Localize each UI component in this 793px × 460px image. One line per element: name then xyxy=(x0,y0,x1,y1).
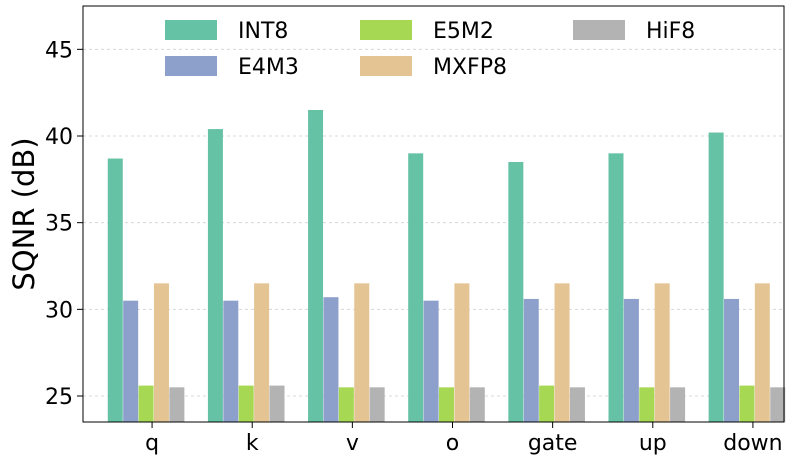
bar-mxfp8-k xyxy=(254,283,270,422)
bar-int8-q xyxy=(107,158,123,423)
y-tick-label: 25 xyxy=(45,385,73,410)
bar-e5m2-v xyxy=(338,387,354,422)
x-tick-label-q: q xyxy=(145,431,159,456)
x-axis-ticks: q k v o gate up down xyxy=(145,422,783,456)
legend-label-e5m2: E5M2 xyxy=(433,19,494,44)
bar-e4m3-gate xyxy=(523,298,539,422)
bar-mxfp8-q xyxy=(153,283,169,422)
legend-label-hif8: HiF8 xyxy=(646,19,695,44)
bar-hif8-down xyxy=(770,387,786,422)
bar-mxfp8-v xyxy=(354,283,370,422)
bar-hif8-gate xyxy=(569,387,585,422)
bar-int8-gate xyxy=(508,162,524,422)
bar-int8-v xyxy=(308,110,324,422)
bar-int8-o xyxy=(408,153,424,423)
plot-frame xyxy=(82,5,785,423)
legend-label-mxfp8: MXFP8 xyxy=(433,55,507,80)
bar-hif8-o xyxy=(469,387,485,422)
bar-e4m3-up xyxy=(623,298,639,422)
x-tick-label-k: k xyxy=(246,431,259,456)
bars xyxy=(107,110,786,423)
y-axis-ticks: 25 30 35 40 45 xyxy=(45,38,83,410)
bar-int8-k xyxy=(207,129,223,423)
legend-label-e4m3: E4M3 xyxy=(238,55,299,80)
bar-e5m2-q xyxy=(138,385,154,422)
bar-e4m3-v xyxy=(323,297,339,422)
bar-e4m3-q xyxy=(123,300,139,422)
bar-e5m2-gate xyxy=(539,385,555,422)
bar-e5m2-k xyxy=(238,385,254,422)
x-tick-label-o: o xyxy=(446,431,459,456)
bar-e5m2-up xyxy=(639,387,655,422)
bar-int8-up xyxy=(608,153,624,423)
bar-mxfp8-o xyxy=(454,283,470,422)
bar-mxfp8-up xyxy=(654,283,670,422)
x-tick-label-v: v xyxy=(346,431,359,456)
bar-hif8-v xyxy=(369,387,385,422)
y-tick-label: 30 xyxy=(45,298,73,323)
y-axis-label: SQNR (dB) xyxy=(7,137,41,290)
legend-swatch-hif8 xyxy=(573,20,625,40)
y-tick-label: 35 xyxy=(45,212,73,237)
bar-mxfp8-gate xyxy=(554,283,570,422)
bar-e4m3-down xyxy=(724,298,740,422)
bar-e5m2-down xyxy=(739,385,755,422)
y-tick-label: 45 xyxy=(45,38,73,63)
bar-hif8-up xyxy=(670,387,686,422)
bar-e4m3-o xyxy=(423,300,439,422)
bar-hif8-q xyxy=(169,387,185,422)
y-tick-label: 40 xyxy=(45,125,73,150)
x-tick-label-up: up xyxy=(639,431,667,456)
x-tick-label-down: down xyxy=(723,431,782,456)
bar-int8-down xyxy=(708,132,724,423)
bar-hif8-k xyxy=(269,385,285,422)
bar-e5m2-o xyxy=(439,387,454,422)
bar-e4m3-k xyxy=(223,300,239,422)
x-tick-label-gate: gate xyxy=(528,431,578,456)
legend-label-int8: INT8 xyxy=(238,19,288,44)
bar-mxfp8-down xyxy=(754,283,770,422)
legend-swatch-mxfp8 xyxy=(360,56,412,76)
legend: INT8 E4M3 E5M2 MXFP8 HiF8 xyxy=(165,19,695,80)
legend-swatch-int8 xyxy=(165,20,217,40)
legend-swatch-e5m2 xyxy=(360,20,412,40)
legend-swatch-e4m3 xyxy=(165,56,217,76)
